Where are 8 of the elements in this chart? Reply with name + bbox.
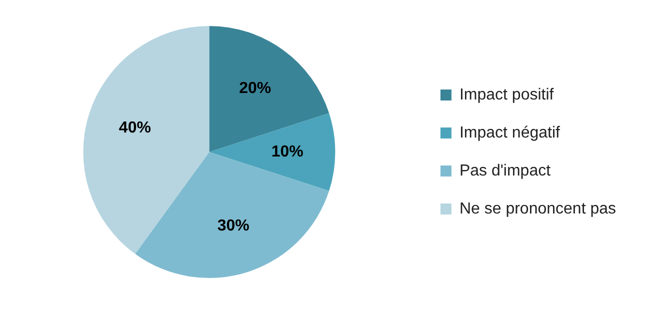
legend-label: Pas d'impact	[459, 162, 552, 180]
data-label: 10%	[271, 143, 304, 160]
data-label: 20%	[239, 80, 272, 98]
data-label: 30%	[217, 218, 250, 235]
legend-label: Impact négatif	[459, 124, 561, 142]
data-label: 40%	[118, 119, 151, 136]
legend-label: Impact positif	[459, 86, 554, 104]
legend-label: Ne se prononcent pas	[459, 200, 616, 218]
